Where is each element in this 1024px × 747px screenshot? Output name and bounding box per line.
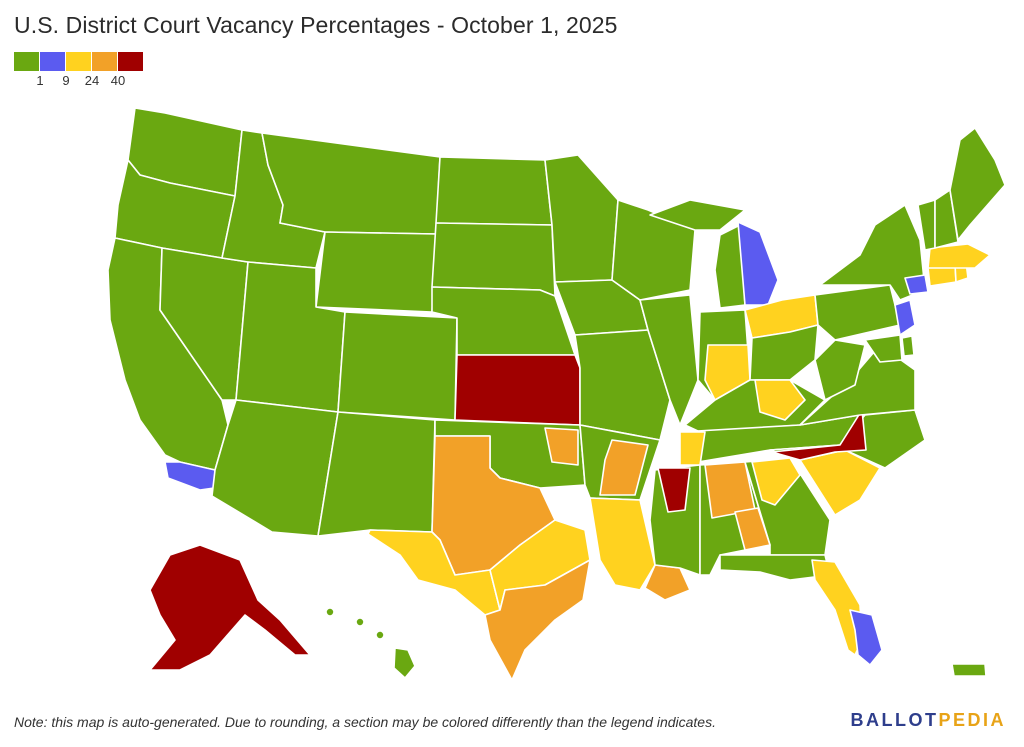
district-southern-new-york[interactable]: Southern District of New York [904,274,929,295]
district-western-north-carolina[interactable]: Western District of North Carolina [771,409,867,461]
district-eastern-oklahoma[interactable]: Eastern District of Oklahoma [544,427,579,466]
state-montana[interactable]: Montana [261,132,441,235]
legend-swatch-green [14,52,39,71]
legend-swatch-darkred [118,52,143,71]
state-hawaii-islet-1: Hawaii [325,607,335,617]
state-puerto-rico[interactable]: Puerto Rico [951,663,987,677]
state-michigan-up[interactable]: Michigan Upper Peninsula [649,199,746,231]
district-western-tennessee[interactable]: Western District of Tennessee [679,431,706,466]
color-legend: 1 9 24 40 [14,52,144,89]
district-northern-georgia[interactable]: Northern District of Georgia [751,457,801,506]
state-kansas[interactable]: Kansas [454,354,581,426]
district-middle-georgia[interactable]: Middle District of Georgia [734,507,771,551]
state-new-mexico[interactable]: New Mexico [317,411,436,537]
state-south-dakota[interactable]: South Dakota [431,222,556,297]
logo-part-ballot: BALLOT [850,710,939,730]
us-district-map: Washington Oregon California Central Dis… [107,107,1006,681]
district-eastern-kentucky[interactable]: Eastern District of Kentucky [754,379,806,421]
district-eastern-michigan[interactable]: Eastern District of Michigan [737,221,779,306]
state-hawaii-islet-3: Hawaii [375,630,385,640]
state-pennsylvania[interactable]: Pennsylvania [814,284,901,341]
district-eastern-arkansas[interactable]: Eastern District of Arkansas [599,439,649,496]
state-maryland[interactable]: Maryland [864,334,903,363]
legend-tick-1: 1 [36,73,44,88]
state-west-virginia[interactable]: West Virginia [814,339,866,401]
footnote: Note: this map is auto-generated. Due to… [14,714,716,730]
legend-swatch-yellow [66,52,91,71]
district-southern-mississippi[interactable]: Southern District of Mississippi [657,467,691,513]
state-new-york[interactable]: New York [819,204,926,301]
state-wyoming[interactable]: Wyoming [315,231,437,313]
state-maine[interactable]: Maine [949,127,1006,241]
ballotpedia-logo: BALLOTPEDIA [851,710,1007,731]
state-arizona[interactable]: Arizona [211,399,339,537]
state-delaware[interactable]: Delaware [901,335,915,357]
map-title: U.S. District Court Vacancy Percentages … [14,12,618,38]
state-hawaii[interactable]: Hawaii [393,647,416,679]
state-colorado[interactable]: Colorado [337,311,458,421]
state-florida[interactable]: Florida [719,554,831,581]
state-louisiana[interactable]: Louisiana [589,497,656,591]
logo-part-pedia: PEDIA [938,710,1006,730]
state-alaska[interactable]: Alaska [149,544,311,671]
state-new-hampshire[interactable]: New Hampshire [934,189,959,249]
state-north-dakota[interactable]: North Dakota [435,156,553,226]
state-massachusetts[interactable]: Massachusetts [927,243,991,269]
legend-tick-9: 9 [62,73,70,88]
district-southern-florida[interactable]: Southern District of Florida [849,609,883,666]
state-hawaii-islet-2: Hawaii [355,617,365,627]
legend-swatch-orange [92,52,117,71]
legend-swatches [14,52,144,71]
district-middle-florida[interactable]: Middle District of Florida [811,559,863,656]
district-western-michigan[interactable]: Western District of Michigan [714,224,746,309]
state-new-jersey[interactable]: New Jersey [894,299,916,336]
legend-swatch-blue [40,52,65,71]
district-southern-texas[interactable]: Southern District of Texas [484,559,591,681]
state-illinois[interactable]: Illinois [639,294,699,426]
state-minnesota[interactable]: Minnesota [544,154,619,283]
legend-tick-40: 40 [110,73,126,88]
legend-tick-24: 24 [84,73,100,88]
legend-ticks: 1 9 24 40 [14,73,144,89]
